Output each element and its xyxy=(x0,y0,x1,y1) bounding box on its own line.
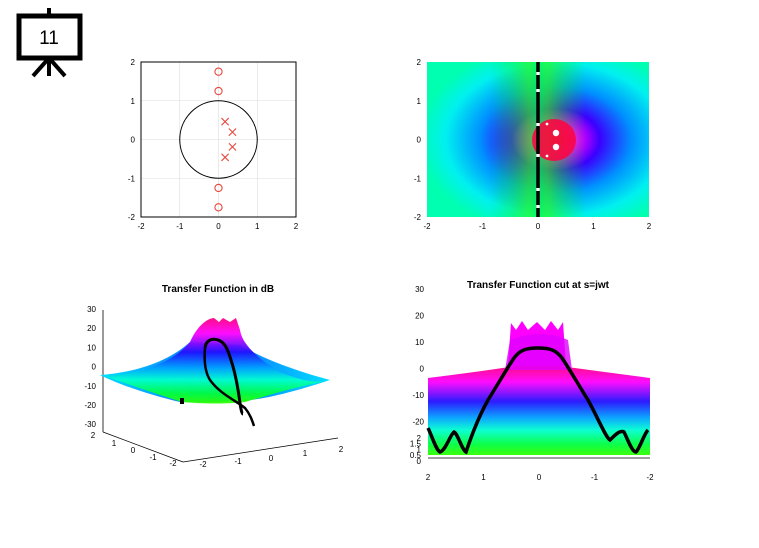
z-tick-label: -10 xyxy=(412,391,424,400)
transfer-function-cut: Transfer Function cut at s=jwt 3020100-1… xyxy=(410,280,654,482)
y-tick-label: 1.5 xyxy=(410,440,422,449)
slide-number-badge: 11 xyxy=(16,8,83,78)
x-tick-label: 1 xyxy=(303,449,308,458)
zero-marker xyxy=(214,67,223,76)
y-tick-label: 2 xyxy=(91,431,96,440)
y-tick-label: -2 xyxy=(169,459,177,468)
x-tick-label: 0 xyxy=(216,222,221,231)
unit-circle xyxy=(179,100,258,179)
y-tick-label: 2 xyxy=(417,434,422,443)
magnitude-heatmap: -2 -1 0 1 2 -2 -1 0 1 2 xyxy=(414,58,652,231)
zero-markers xyxy=(214,67,223,212)
y-tick-label: 1 xyxy=(417,445,422,454)
pole-markers xyxy=(221,117,237,162)
y-tick-label: 1 xyxy=(112,439,117,448)
z-tick-label: 10 xyxy=(415,338,424,347)
transfer-function-3d: Transfer Function in dB 3020100-10-20-30… xyxy=(84,284,343,469)
y-tick-label: -1 xyxy=(149,453,157,462)
x-tick-label: 2 xyxy=(339,445,344,454)
x-tick-label: 2 xyxy=(647,222,652,231)
y-tick-label: 2 xyxy=(417,58,422,67)
z-tick-label: 20 xyxy=(415,312,424,321)
x-tick-label: -1 xyxy=(479,222,487,231)
y-tick-label: 1 xyxy=(131,97,136,106)
y-tick-label: 0 xyxy=(417,457,422,466)
z-tick-label: 0 xyxy=(92,363,97,372)
x-tick-label: -1 xyxy=(234,457,242,466)
heatmap-pole-spot xyxy=(545,154,549,158)
pole-zero-frame xyxy=(140,61,297,218)
surface-cut-curve xyxy=(203,347,256,427)
y-tick-label: 0 xyxy=(417,136,422,145)
x-axis-line xyxy=(182,437,339,463)
x-tick-label: 1 xyxy=(591,222,596,231)
cut-surface-base xyxy=(428,366,650,455)
z-tick-label: -10 xyxy=(84,382,96,391)
z-tick-label: -20 xyxy=(84,401,96,410)
pole-marker xyxy=(228,142,237,151)
zero-marker xyxy=(214,86,223,96)
x-tick-label: 0 xyxy=(537,473,542,482)
z-tick-label: -30 xyxy=(84,420,96,429)
x-tick-label: -1 xyxy=(176,222,184,231)
pole-zero-plot: -2 -1 0 1 2 -2 -1 0 1 2 xyxy=(128,58,299,231)
y-axis-line xyxy=(102,431,184,463)
zero-marker xyxy=(214,203,223,212)
heatmap-ticks: -2 -1 0 1 2 -2 -1 0 1 2 xyxy=(414,58,652,231)
z-tick-label: 30 xyxy=(415,285,424,294)
cut-title: Transfer Function cut at s=jwt xyxy=(467,280,610,291)
x-tick-label: 2 xyxy=(426,473,431,482)
y-tick-label: 1 xyxy=(417,97,422,106)
x-tick-label: 0 xyxy=(269,454,274,463)
heatmap-core xyxy=(532,119,576,161)
zero-marker xyxy=(214,183,223,193)
z-tick-label: 0 xyxy=(420,365,425,374)
slide-number: 11 xyxy=(39,28,59,49)
heatmap-pole-spot xyxy=(552,143,560,151)
z-tick-label: 10 xyxy=(87,343,96,352)
badge-leg xyxy=(47,56,67,78)
x-tick-label: 1 xyxy=(255,222,260,231)
heatmap-pole-spot xyxy=(545,122,549,126)
y-tick-label: 0 xyxy=(131,136,136,145)
pole-zero-ticks: -2 -1 0 1 2 -2 -1 0 1 2 xyxy=(128,58,299,231)
z-tick-label: 30 xyxy=(87,305,96,314)
surface-body xyxy=(105,318,330,404)
surface-title: Transfer Function in dB xyxy=(162,284,274,295)
x-tick-label: -2 xyxy=(137,222,145,231)
y-tick-label: 2 xyxy=(131,58,136,67)
y-tick-label: 0.5 xyxy=(410,451,422,460)
y-tick-label: 0 xyxy=(131,446,136,455)
x-tick-label: -2 xyxy=(423,222,431,231)
x-tick-label: 0 xyxy=(536,222,541,231)
pole-marker xyxy=(221,117,230,126)
y-tick-label: -2 xyxy=(128,213,136,222)
y-tick-label: -1 xyxy=(414,174,422,183)
x-tick-label: -1 xyxy=(591,473,599,482)
heatmap-pole-spot xyxy=(552,129,560,137)
x-tick-label: -2 xyxy=(646,473,654,482)
z-tick-label: 20 xyxy=(87,324,96,333)
y-tick-label: -1 xyxy=(128,174,136,183)
cut-curve xyxy=(426,346,650,455)
pole-marker xyxy=(221,153,230,162)
pole-marker xyxy=(228,128,237,137)
z-tick-label: -20 xyxy=(412,418,424,427)
x-tick-label: 1 xyxy=(481,473,486,482)
x-tick-label: 2 xyxy=(294,222,299,231)
pole-zero-grid xyxy=(140,61,297,218)
surface-cut-curve xyxy=(203,337,244,416)
surface-cut-fragment xyxy=(180,398,184,404)
y-tick-label: -2 xyxy=(414,213,422,222)
x-tick-label: -2 xyxy=(199,460,207,469)
badge-leg xyxy=(31,56,51,78)
cut-surface-peak-shade xyxy=(505,334,572,370)
